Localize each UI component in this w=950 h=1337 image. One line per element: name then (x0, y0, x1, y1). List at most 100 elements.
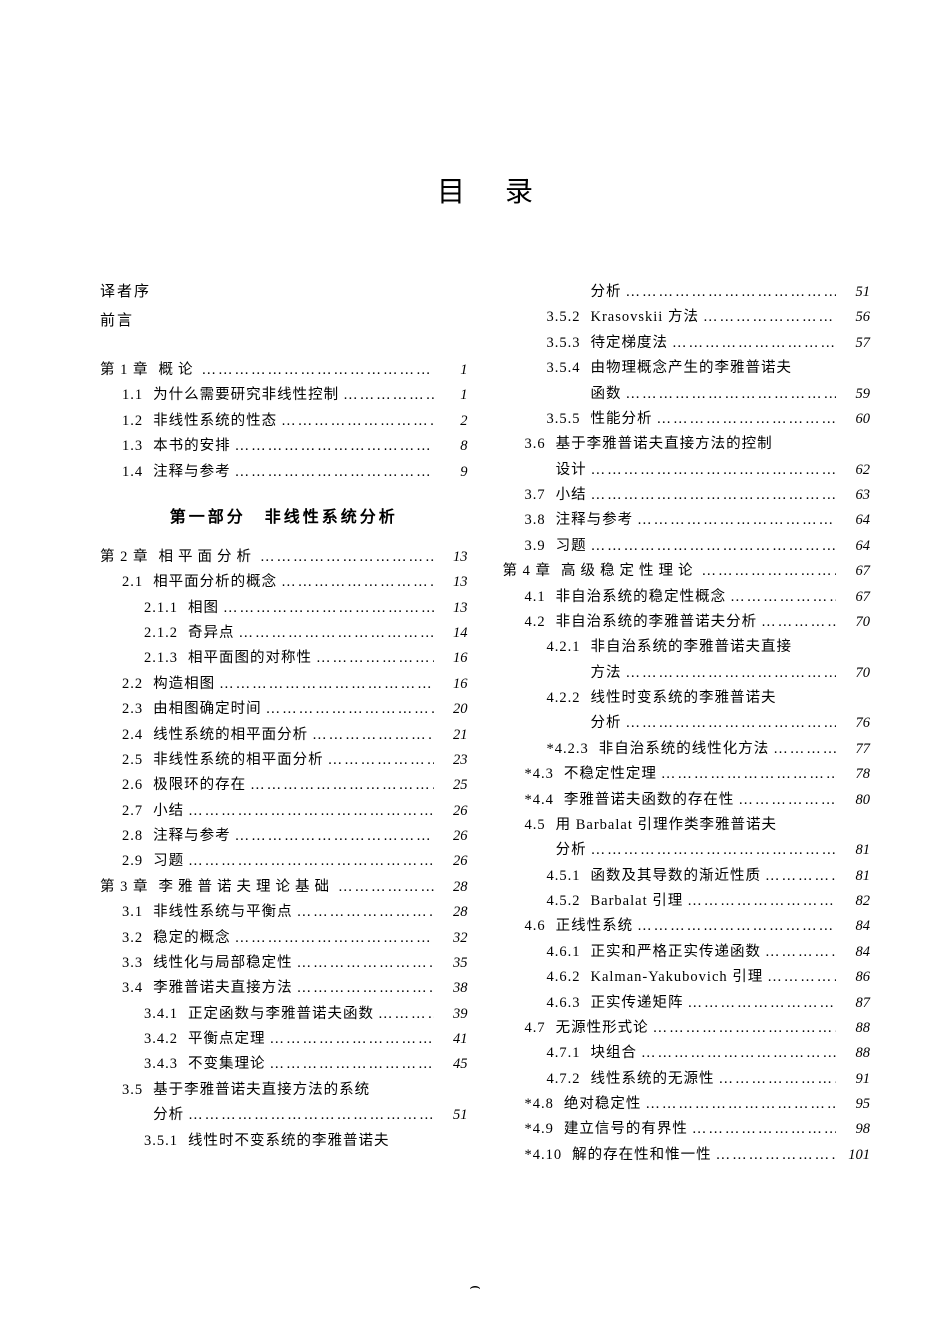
entry-page: 57 (840, 331, 870, 356)
entry-label: 分析 (591, 711, 622, 736)
toc-entry: 3.6设计62 (503, 458, 871, 483)
entry-page: 20 (438, 697, 468, 722)
entry-page: 13 (438, 596, 468, 621)
leader-dots (591, 483, 836, 508)
entry-label: 高级稳定性理论 (561, 559, 698, 584)
entry-number: 4.2.2 (547, 686, 581, 711)
entry-label: 注释与参考 (153, 824, 231, 849)
entry-label: 稳定的概念 (153, 926, 231, 951)
entry-number: 3.4 (122, 976, 143, 1001)
entry-label: 非自治系统的李雅普诺夫直接 (591, 635, 793, 660)
toc-entry: 第 1 章概论1 (100, 358, 468, 383)
entry-label: 非线性系统的相平面分析 (153, 748, 324, 773)
entry-page: 63 (840, 483, 870, 508)
entry-label: Barbalat 引理 (591, 889, 684, 914)
entry-label: 由相图确定时间 (153, 697, 262, 722)
entry-page: 51 (840, 280, 870, 305)
entry-label: 正线性系统 (556, 914, 634, 939)
leader-dots (297, 900, 434, 925)
entry-page: 70 (840, 610, 870, 635)
toc-entry: 4.5用 Barbalat 引理作类李雅普诺夫 (503, 813, 871, 838)
entry-page: 32 (438, 926, 468, 951)
entry-number: 2.6 (122, 773, 143, 798)
toc-entry: 3.5.3待定梯度法57 (503, 331, 871, 356)
entry-label: 块组合 (591, 1041, 638, 1066)
toc-entry: *4.8绝对稳定性95 (503, 1092, 871, 1117)
toc-entry: *4.9建立信号的有界性98 (503, 1117, 871, 1142)
leader-dots (688, 991, 837, 1016)
toc-entry: 4.2.1非自治系统的李雅普诺夫直接 (503, 635, 871, 660)
entry-label: 不稳定性定理 (564, 762, 657, 787)
leader-dots (260, 545, 434, 570)
leader-dots (235, 926, 434, 951)
entry-label: 分析 (556, 838, 587, 863)
left-column: 译者序 前言 第 1 章概论11.1为什么需要研究非线性控制11.2非线性系统的… (100, 280, 468, 1168)
toc-entry: 4.7.2线性系统的无源性91 (503, 1067, 871, 1092)
entry-label: 分析 (153, 1103, 184, 1128)
leader-dots (591, 838, 836, 863)
page-foot-mark: ⌢ (469, 1276, 481, 1297)
entry-page: 16 (438, 646, 468, 671)
entry-number: 2.4 (122, 723, 143, 748)
entry-number: 第 2 章 (100, 545, 149, 570)
entry-label: 李雅普诺夫函数的存在性 (564, 788, 735, 813)
entry-number: 4.6.3 (547, 991, 581, 1016)
entry-label: 平衡点定理 (188, 1027, 266, 1052)
leader-dots (626, 280, 837, 305)
entry-label: 基于李雅普诺夫直接方法的系统 (153, 1078, 370, 1103)
entry-page: 98 (840, 1117, 870, 1142)
entry-number: 2.1.2 (144, 621, 178, 646)
toc-entry: 2.5非线性系统的相平面分析23 (100, 748, 468, 773)
entry-label: 非自治系统的李雅普诺夫分析 (556, 610, 758, 635)
toc-entry: 3.3线性化与局部稳定性35 (100, 951, 468, 976)
leader-dots (765, 864, 836, 889)
entry-page: 77 (840, 737, 870, 762)
leader-dots (661, 762, 836, 787)
leader-dots (767, 965, 836, 990)
entry-label: 相平面图的对称性 (188, 646, 312, 671)
toc-entry: 3.5.5性能分析60 (503, 407, 871, 432)
entry-number: 3.2 (122, 926, 143, 951)
entry-label: 设计 (556, 458, 587, 483)
leader-dots (235, 460, 434, 485)
toc-entry: 1.4注释与参考9 (100, 460, 468, 485)
entry-page: 84 (840, 914, 870, 939)
entry-number: 2.8 (122, 824, 143, 849)
entry-page: 76 (840, 711, 870, 736)
entry-page: 25 (438, 773, 468, 798)
toc-entry: 3.5分析51 (100, 1103, 468, 1128)
leader-dots (626, 711, 837, 736)
entry-page: 60 (840, 407, 870, 432)
entry-page: 13 (438, 545, 468, 570)
entry-number: *4.10 (525, 1143, 563, 1168)
toc-entry: 1.2非线性系统的性态2 (100, 409, 468, 434)
leader-dots (645, 1092, 836, 1117)
toc-entry: 4.2.1方法70 (503, 661, 871, 686)
entry-label: 正定函数与李雅普诺夫函数 (188, 1002, 374, 1027)
entry-label: 奇异点 (188, 621, 235, 646)
toc-entry: 2.1.1相图13 (100, 596, 468, 621)
entry-label: 相平面分析的概念 (153, 570, 277, 595)
toc-entry: 4.2.2线性时变系统的李雅普诺夫 (503, 686, 871, 711)
toc-entry: 2.1相平面分析的概念13 (100, 570, 468, 595)
entry-label: 建立信号的有界性 (564, 1117, 688, 1142)
entry-page: 78 (840, 762, 870, 787)
toc-entry: 3.6基于李雅普诺夫直接方法的控制 (503, 432, 871, 457)
entry-label: 李雅普诺夫理论基础 (159, 875, 335, 900)
entry-page: 16 (438, 672, 468, 697)
entry-label: 正实传递矩阵 (591, 991, 684, 1016)
leader-dots (312, 723, 433, 748)
toc-entry: 4.6.3正实传递矩阵87 (503, 991, 871, 1016)
entry-number: 4.5.2 (547, 889, 581, 914)
entry-label: 小结 (153, 799, 184, 824)
page-title: 目录 (100, 170, 870, 210)
toc-entry: 3.5.1分析51 (503, 280, 871, 305)
entry-label: 无源性形式论 (556, 1016, 649, 1041)
entry-label: 分析 (591, 280, 622, 305)
entry-page: 84 (840, 940, 870, 965)
toc-entry: 2.2构造相图16 (100, 672, 468, 697)
prelim-0: 译者序 (100, 280, 468, 301)
entry-page: 70 (840, 661, 870, 686)
toc-entry: 4.7.1块组合88 (503, 1041, 871, 1066)
leader-dots (266, 697, 434, 722)
